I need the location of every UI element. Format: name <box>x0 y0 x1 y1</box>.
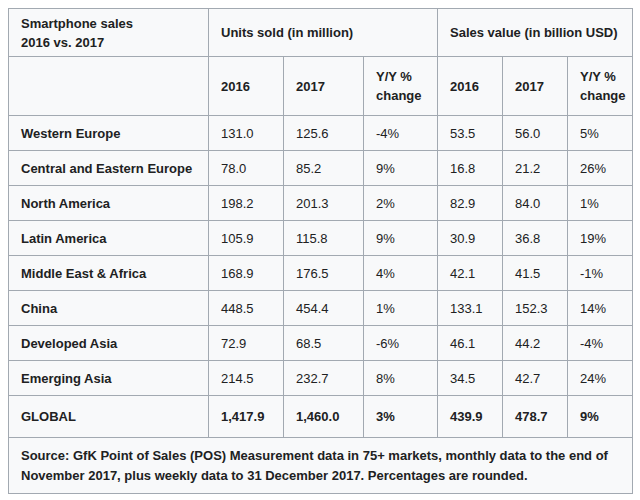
units-2016-value: 131.0 <box>209 116 284 151</box>
region-label: Developed Asia <box>9 326 209 361</box>
header-row-years: 2016 2017 Y/Y % change 2016 2017 Y/Y % c… <box>9 57 633 116</box>
sales-2016-value: 439.9 <box>438 396 503 438</box>
region-label: Middle East & Africa <box>9 256 209 291</box>
sales-2016-value: 16.8 <box>438 151 503 186</box>
sales-yy-value: 19% <box>568 221 633 256</box>
units-2017-value: 201.3 <box>284 186 364 221</box>
sales-yy-change-header: Y/Y % change <box>568 57 633 116</box>
sales-2017-value: 84.0 <box>503 186 568 221</box>
sales-yy-value: -4% <box>568 326 633 361</box>
units-2016-value: 105.9 <box>209 221 284 256</box>
sales-value-group-header: Sales value (in billion USD) <box>438 9 633 57</box>
sales-2017-value: 478.7 <box>503 396 568 438</box>
table-row-central-eastern-europe: Central and Eastern Europe 78.0 85.2 9% … <box>9 151 633 186</box>
source-note: Source: GfK Point of Sales (POS) Measure… <box>9 438 633 494</box>
sales-yy-value: 5% <box>568 116 633 151</box>
units-2016-value: 72.9 <box>209 326 284 361</box>
sales-2017-value: 36.8 <box>503 221 568 256</box>
sales-2017-header: 2017 <box>503 57 568 116</box>
empty-corner-cell <box>9 57 209 116</box>
sales-yy-value: 24% <box>568 361 633 396</box>
table-title: Smartphone sales 2016 vs. 2017 <box>9 9 209 57</box>
region-label: China <box>9 291 209 326</box>
units-yy-value: -4% <box>364 116 438 151</box>
sales-yy-value: 14% <box>568 291 633 326</box>
units-2016-value: 198.2 <box>209 186 284 221</box>
sales-2016-value: 30.9 <box>438 221 503 256</box>
sales-2016-value: 46.1 <box>438 326 503 361</box>
table-row-china: China 448.5 454.4 1% 133.1 152.3 14% <box>9 291 633 326</box>
units-2017-value: 1,460.0 <box>284 396 364 438</box>
table-row-global-total: GLOBAL 1,417.9 1,460.0 3% 439.9 478.7 9% <box>9 396 633 438</box>
table-title-line1: Smartphone sales <box>21 14 202 33</box>
sales-2017-value: 41.5 <box>503 256 568 291</box>
sales-2016-value: 42.1 <box>438 256 503 291</box>
table-title-line2: 2016 vs. 2017 <box>21 33 202 52</box>
units-yy-value: 4% <box>364 256 438 291</box>
sales-yy-value: 1% <box>568 186 633 221</box>
sales-2016-value: 53.5 <box>438 116 503 151</box>
units-yy-value: 1% <box>364 291 438 326</box>
source-row: Source: GfK Point of Sales (POS) Measure… <box>9 438 633 494</box>
sales-2016-header: 2016 <box>438 57 503 116</box>
units-2017-value: 68.5 <box>284 326 364 361</box>
units-2017-value: 125.6 <box>284 116 364 151</box>
table-row-latin-america: Latin America 105.9 115.8 9% 30.9 36.8 1… <box>9 221 633 256</box>
units-2017-header: 2017 <box>284 57 364 116</box>
region-label: Western Europe <box>9 116 209 151</box>
units-2016-value: 448.5 <box>209 291 284 326</box>
units-2017-value: 176.5 <box>284 256 364 291</box>
table-row-emerging-asia: Emerging Asia 214.5 232.7 8% 34.5 42.7 2… <box>9 361 633 396</box>
region-label: Central and Eastern Europe <box>9 151 209 186</box>
units-2016-value: 214.5 <box>209 361 284 396</box>
units-yy-change-header: Y/Y % change <box>364 57 438 116</box>
units-2017-value: 115.8 <box>284 221 364 256</box>
sales-2016-value: 34.5 <box>438 361 503 396</box>
table-row-middle-east-africa: Middle East & Africa 168.9 176.5 4% 42.1… <box>9 256 633 291</box>
units-sold-group-header: Units sold (in million) <box>209 9 438 57</box>
sales-yy-value: 9% <box>568 396 633 438</box>
sales-2017-value: 44.2 <box>503 326 568 361</box>
sales-yy-value: 26% <box>568 151 633 186</box>
table-row-developed-asia: Developed Asia 72.9 68.5 -6% 46.1 44.2 -… <box>9 326 633 361</box>
units-2017-value: 85.2 <box>284 151 364 186</box>
units-yy-value: -6% <box>364 326 438 361</box>
units-yy-value: 8% <box>364 361 438 396</box>
table-row-western-europe: Western Europe 131.0 125.6 -4% 53.5 56.0… <box>9 116 633 151</box>
sales-2016-value: 133.1 <box>438 291 503 326</box>
units-yy-value: 9% <box>364 221 438 256</box>
units-2016-value: 168.9 <box>209 256 284 291</box>
units-yy-value: 2% <box>364 186 438 221</box>
header-row-groups: Smartphone sales 2016 vs. 2017 Units sol… <box>9 9 633 57</box>
units-yy-value: 3% <box>364 396 438 438</box>
region-label: Latin America <box>9 221 209 256</box>
units-2016-value: 78.0 <box>209 151 284 186</box>
sales-2016-value: 82.9 <box>438 186 503 221</box>
sales-2017-value: 56.0 <box>503 116 568 151</box>
region-label: North America <box>9 186 209 221</box>
units-yy-value: 9% <box>364 151 438 186</box>
units-2017-value: 232.7 <box>284 361 364 396</box>
region-label: Emerging Asia <box>9 361 209 396</box>
units-2016-header: 2016 <box>209 57 284 116</box>
region-label: GLOBAL <box>9 396 209 438</box>
sales-2017-value: 152.3 <box>503 291 568 326</box>
table-row-north-america: North America 198.2 201.3 2% 82.9 84.0 1… <box>9 186 633 221</box>
sales-2017-value: 42.7 <box>503 361 568 396</box>
sales-2017-value: 21.2 <box>503 151 568 186</box>
units-2016-value: 1,417.9 <box>209 396 284 438</box>
smartphone-sales-table: Smartphone sales 2016 vs. 2017 Units sol… <box>8 8 633 494</box>
units-2017-value: 454.4 <box>284 291 364 326</box>
sales-yy-value: -1% <box>568 256 633 291</box>
